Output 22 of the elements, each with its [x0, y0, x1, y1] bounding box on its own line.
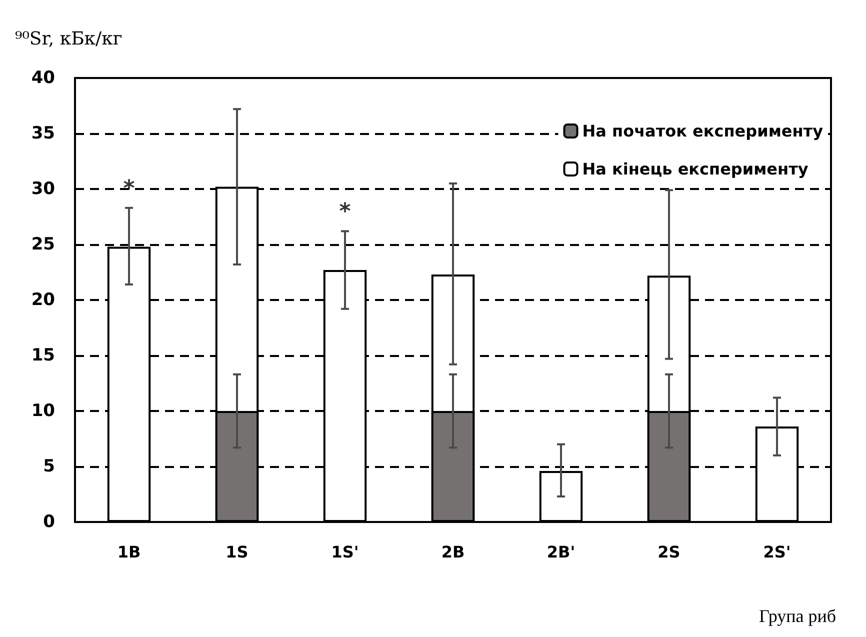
- y-tick-label: 25: [31, 234, 55, 254]
- x-tick-label: 1S': [331, 542, 359, 562]
- x-tick-label: 2B': [546, 542, 576, 562]
- annotation: *: [339, 200, 352, 225]
- annotation: *: [123, 176, 136, 202]
- y-tick-label: 40: [31, 68, 56, 88]
- y-tick-label: 35: [31, 124, 55, 144]
- x-tick-label: 2S: [658, 542, 680, 562]
- x-tick-label: 1B: [117, 542, 141, 562]
- legend-label: На кінець експерименту: [582, 160, 809, 178]
- y-tick-label: 0: [43, 512, 56, 532]
- y-tick-label: 15: [31, 346, 55, 366]
- x-axis-title: Група риб: [759, 606, 836, 626]
- x-tick-label: 2B: [441, 542, 465, 562]
- y-tick-label: 5: [43, 456, 55, 476]
- y-axis-title: ⁹⁰Sr, кБк/кг: [15, 28, 122, 50]
- legend-label: На початок експерименту: [582, 122, 824, 140]
- y-tick-label: 10: [31, 401, 56, 421]
- y-tick-label: 20: [31, 290, 56, 310]
- x-tick-label: 1S: [226, 542, 248, 562]
- x-tick-label: 2S': [763, 542, 791, 562]
- y-tick-label: 30: [31, 179, 56, 199]
